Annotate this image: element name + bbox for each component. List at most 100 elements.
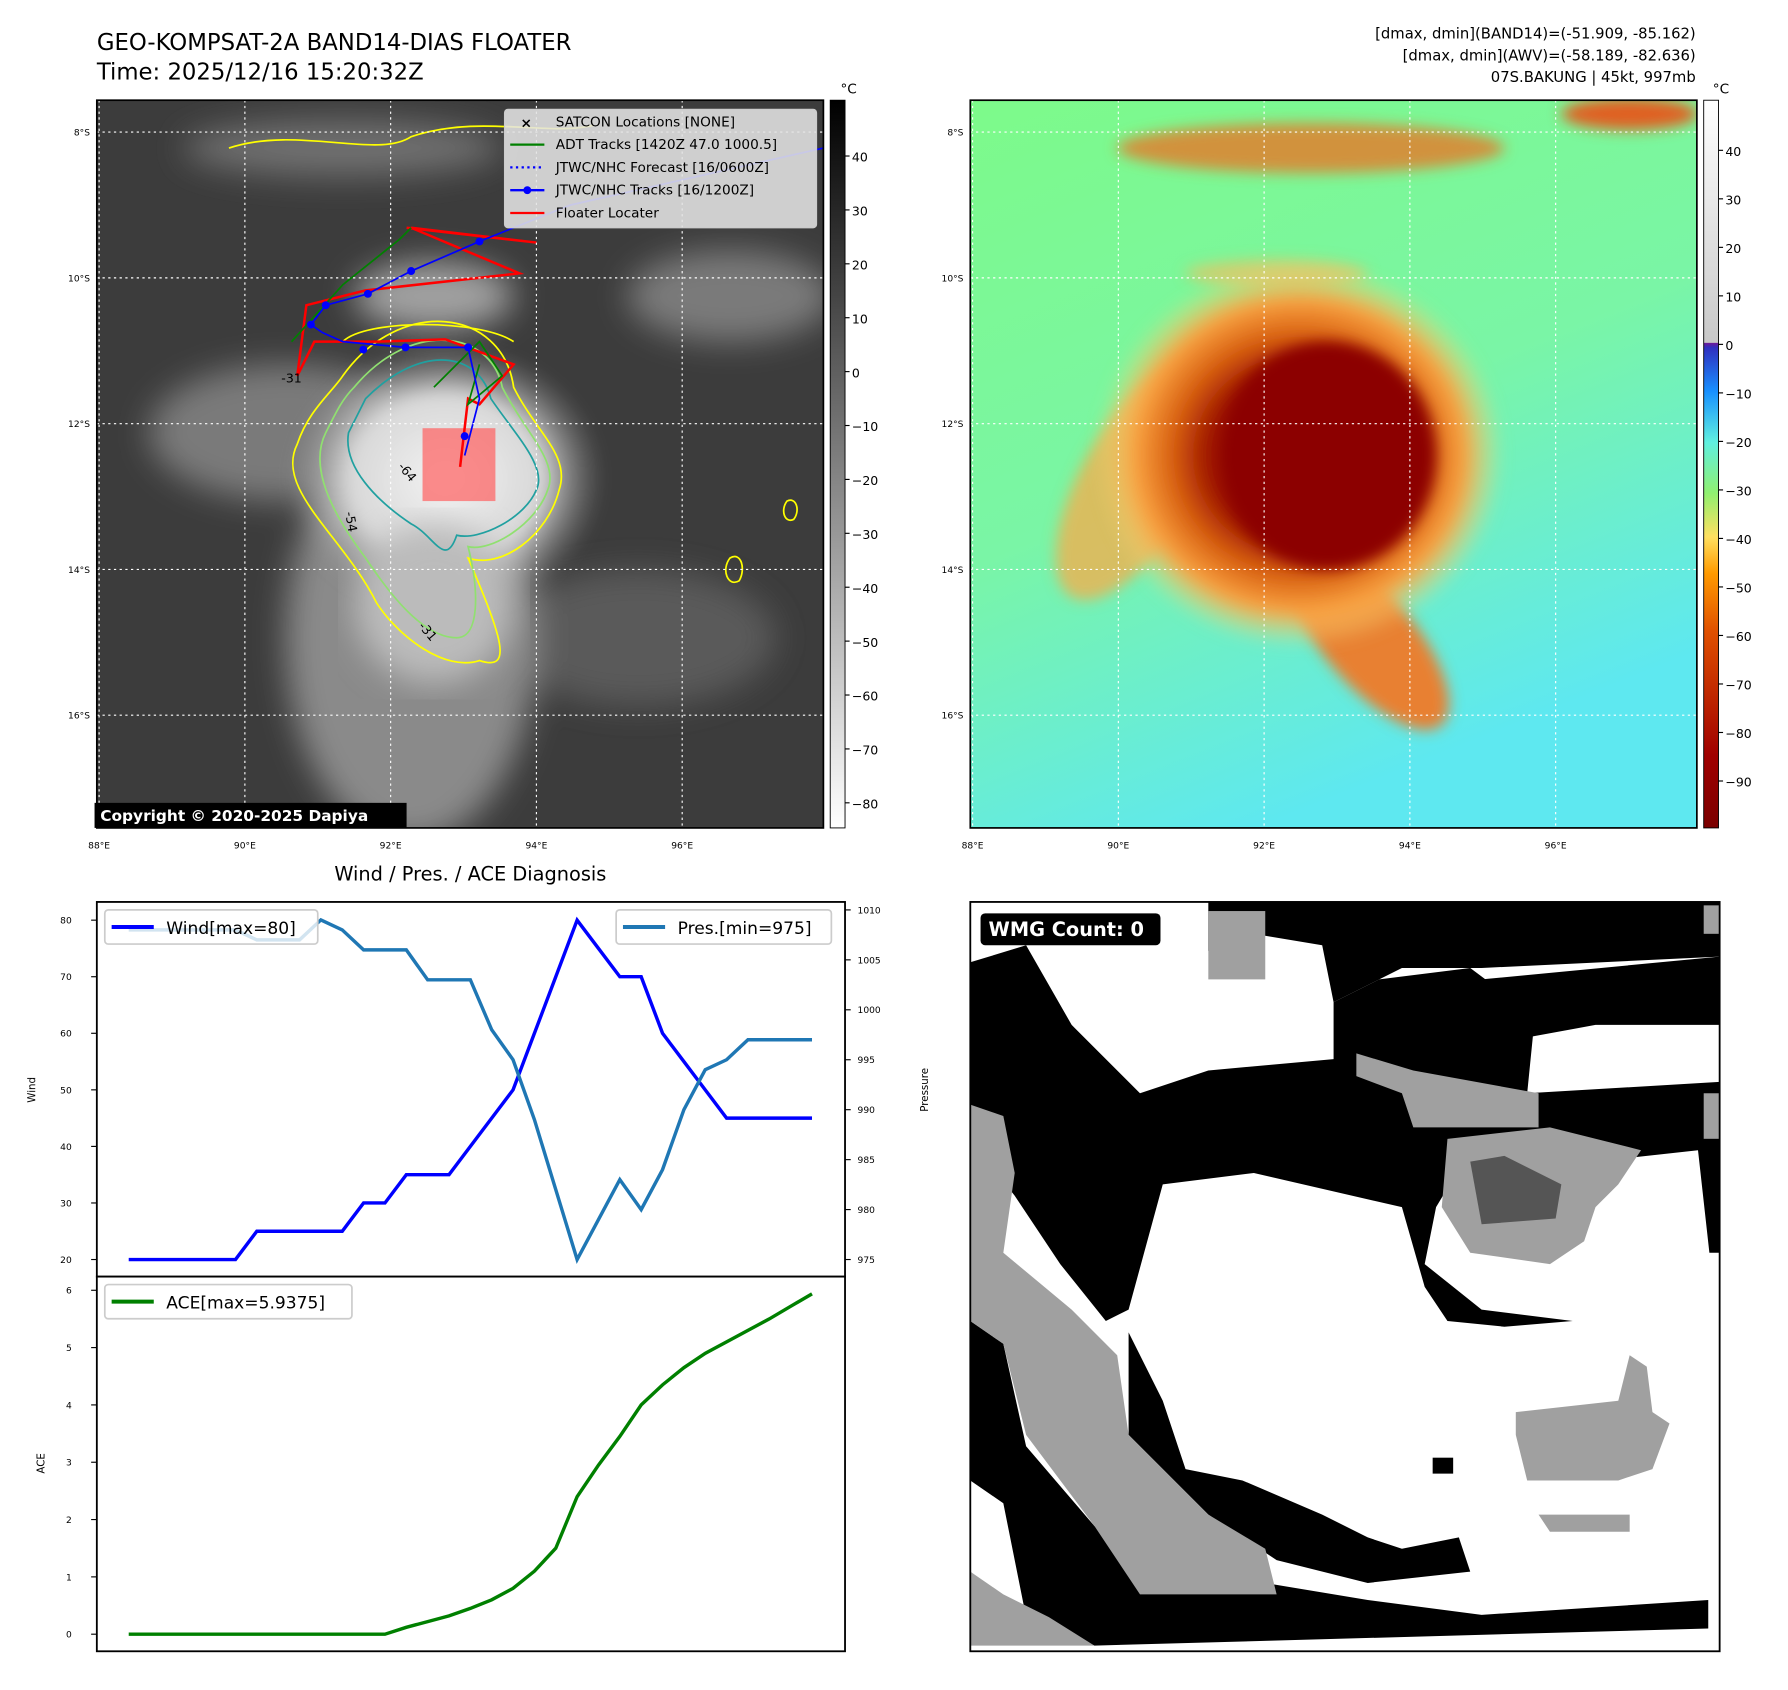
- contour-label: -54: [342, 510, 360, 533]
- figure-time: Time: 2025/12/16 15:20:32Z: [96, 60, 424, 86]
- ace-axis-label: ACE: [35, 1453, 47, 1473]
- colorbar-tick-label: −90: [1725, 775, 1751, 790]
- wind-tick-label: 40: [60, 1143, 72, 1153]
- pressure-tick-label: 995: [858, 1056, 875, 1066]
- legend-floater: Floater Locater: [556, 206, 659, 222]
- wmg-count-label: WMG Count: 0: [989, 918, 1144, 941]
- lat-label: 16°S: [942, 712, 964, 722]
- ace-tick-label: 6: [66, 1287, 72, 1297]
- wind-legend-label: Wind[max=80]: [166, 919, 295, 939]
- ace-line: [128, 1292, 813, 1636]
- color-colorbar: [1703, 99, 1719, 829]
- ace-tick-label: 2: [66, 1516, 72, 1526]
- lon-label: 90°E: [1107, 841, 1129, 851]
- colorbar-tick-label: 10: [852, 311, 868, 326]
- map-legend: × SATCON Locations [NONE] ADT Tracks [14…: [503, 108, 818, 229]
- colorbar-tick-label: 0: [1725, 338, 1733, 353]
- pressure-legend-label: Pres.[min=975]: [678, 919, 812, 939]
- wind-tick-label: 60: [60, 1030, 72, 1040]
- ace-tick-label: 0: [66, 1631, 72, 1641]
- wind-tick-label: 30: [60, 1199, 72, 1209]
- lat-label: 10°S: [68, 274, 90, 284]
- colorbar-tick-label: 40: [852, 150, 868, 165]
- pressure-tick-label: 1010: [858, 906, 881, 916]
- copyright: Copyright © 2020-2025 Dapiya: [100, 807, 368, 825]
- stats-line-1: [dmax, dmin](BAND14)=(-51.909, -85.162): [1375, 26, 1696, 43]
- wind-tick-label: 70: [60, 973, 72, 983]
- colorbar-tick-label: −40: [1725, 532, 1751, 547]
- wind-tick-label: 50: [60, 1086, 72, 1096]
- ace-legend-label: ACE[max=5.9375]: [166, 1293, 325, 1313]
- wind-axis-label: Wind: [26, 1077, 38, 1103]
- lat-label: 14°S: [942, 566, 964, 576]
- legend-forecast: JTWC/NHC Forecast [16/0600Z]: [555, 160, 769, 176]
- lat-label: 10°S: [942, 274, 964, 284]
- wmg-panel[interactable]: WMG Count: 0: [969, 901, 1721, 1653]
- colorbar-tick-label: −20: [1725, 435, 1751, 450]
- lat-label: 8°S: [74, 129, 90, 139]
- colorbar-unit: °C: [840, 81, 856, 97]
- satcon-marker-icon: ×: [520, 116, 531, 132]
- track-lines: [290, 147, 824, 468]
- ace-tick-label: 1: [66, 1573, 72, 1583]
- colorbar-tick-label: 30: [852, 204, 868, 219]
- pressure-tick-label: 990: [858, 1106, 876, 1116]
- lat-label: 12°S: [942, 420, 964, 430]
- legend-tracks: JTWC/NHC Tracks [16/1200Z]: [555, 183, 754, 199]
- lat-label: 16°S: [68, 712, 90, 722]
- colorbar-tick-label: −30: [852, 527, 878, 542]
- ace-tick-label: 5: [66, 1344, 72, 1354]
- colorbar-tick-label: −10: [1725, 387, 1751, 402]
- wind-tick-label: 20: [60, 1256, 72, 1266]
- lat-label: 8°S: [947, 129, 963, 139]
- lon-label: 94°E: [525, 841, 547, 851]
- stats-line-2: [dmax, dmin](AWV)=(-58.189, -82.636): [1403, 47, 1696, 64]
- pressure-legend: Pres.[min=975]: [615, 909, 833, 945]
- awv-color-map[interactable]: [970, 98, 1698, 828]
- lon-label: 90°E: [234, 841, 256, 851]
- lat-label: 12°S: [68, 420, 90, 430]
- colorbar-tick-label: −40: [852, 581, 878, 596]
- colorbar-tick-label: −20: [852, 473, 878, 488]
- ace-tick-label: 4: [66, 1401, 72, 1411]
- colorbar-tick-label: 20: [1725, 241, 1741, 256]
- pressure-tick-label: 980: [858, 1206, 876, 1216]
- stats-line-3: 07S.BAKUNG | 45kt, 997mb: [1491, 69, 1696, 86]
- legend-adt: ADT Tracks [1420Z 47.0 1000.5]: [556, 137, 777, 153]
- legend-satcon: SATCON Locations [NONE]: [556, 114, 735, 130]
- pressure-tick-label: 985: [858, 1156, 875, 1166]
- colorbar-tick-label: 10: [1725, 290, 1741, 305]
- colorbar-tick-label: 20: [852, 258, 868, 273]
- colorbar-tick-label: 0: [852, 365, 860, 380]
- contour-label: -31: [281, 371, 301, 386]
- lon-label: 94°E: [1399, 841, 1421, 851]
- colorbar-tick-label: −70: [1725, 678, 1751, 693]
- colorbar-tick-label: −60: [1725, 629, 1751, 644]
- lon-label: 96°E: [671, 841, 693, 851]
- ace-legend: ACE[max=5.9375]: [103, 1283, 353, 1320]
- colorbar-unit: °C: [1713, 81, 1729, 97]
- lon-label: 88°E: [962, 841, 984, 851]
- grayscale-colorbar: [829, 99, 846, 829]
- wind-tick-label: 80: [60, 917, 72, 927]
- lon-label: 88°E: [88, 841, 110, 851]
- lon-label: 92°E: [1253, 841, 1275, 851]
- lon-label: 96°E: [1545, 841, 1567, 851]
- colorbar-tick-label: −80: [1725, 726, 1751, 741]
- colorbar-tick-label: 40: [1725, 144, 1741, 159]
- colorbar-tick-label: −30: [1725, 484, 1751, 499]
- lon-label: 92°E: [380, 841, 402, 851]
- colorbar-tick-label: −60: [852, 689, 878, 704]
- colorbar-tick-label: 30: [1725, 193, 1741, 208]
- map-gridlines: [970, 100, 1697, 828]
- pressure-tick-label: 1000: [858, 1006, 881, 1016]
- ace-tick-label: 3: [66, 1459, 72, 1469]
- wind-legend: Wind[max=80]: [103, 909, 319, 945]
- colorbar-tick-label: −80: [852, 797, 878, 812]
- colorbar-tick-label: −10: [852, 419, 878, 434]
- colorbar-tick-label: −70: [852, 743, 878, 758]
- colorbar-tick-label: −50: [1725, 581, 1751, 596]
- lat-label: 14°S: [68, 566, 90, 576]
- pressure-tick-label: 975: [858, 1256, 875, 1266]
